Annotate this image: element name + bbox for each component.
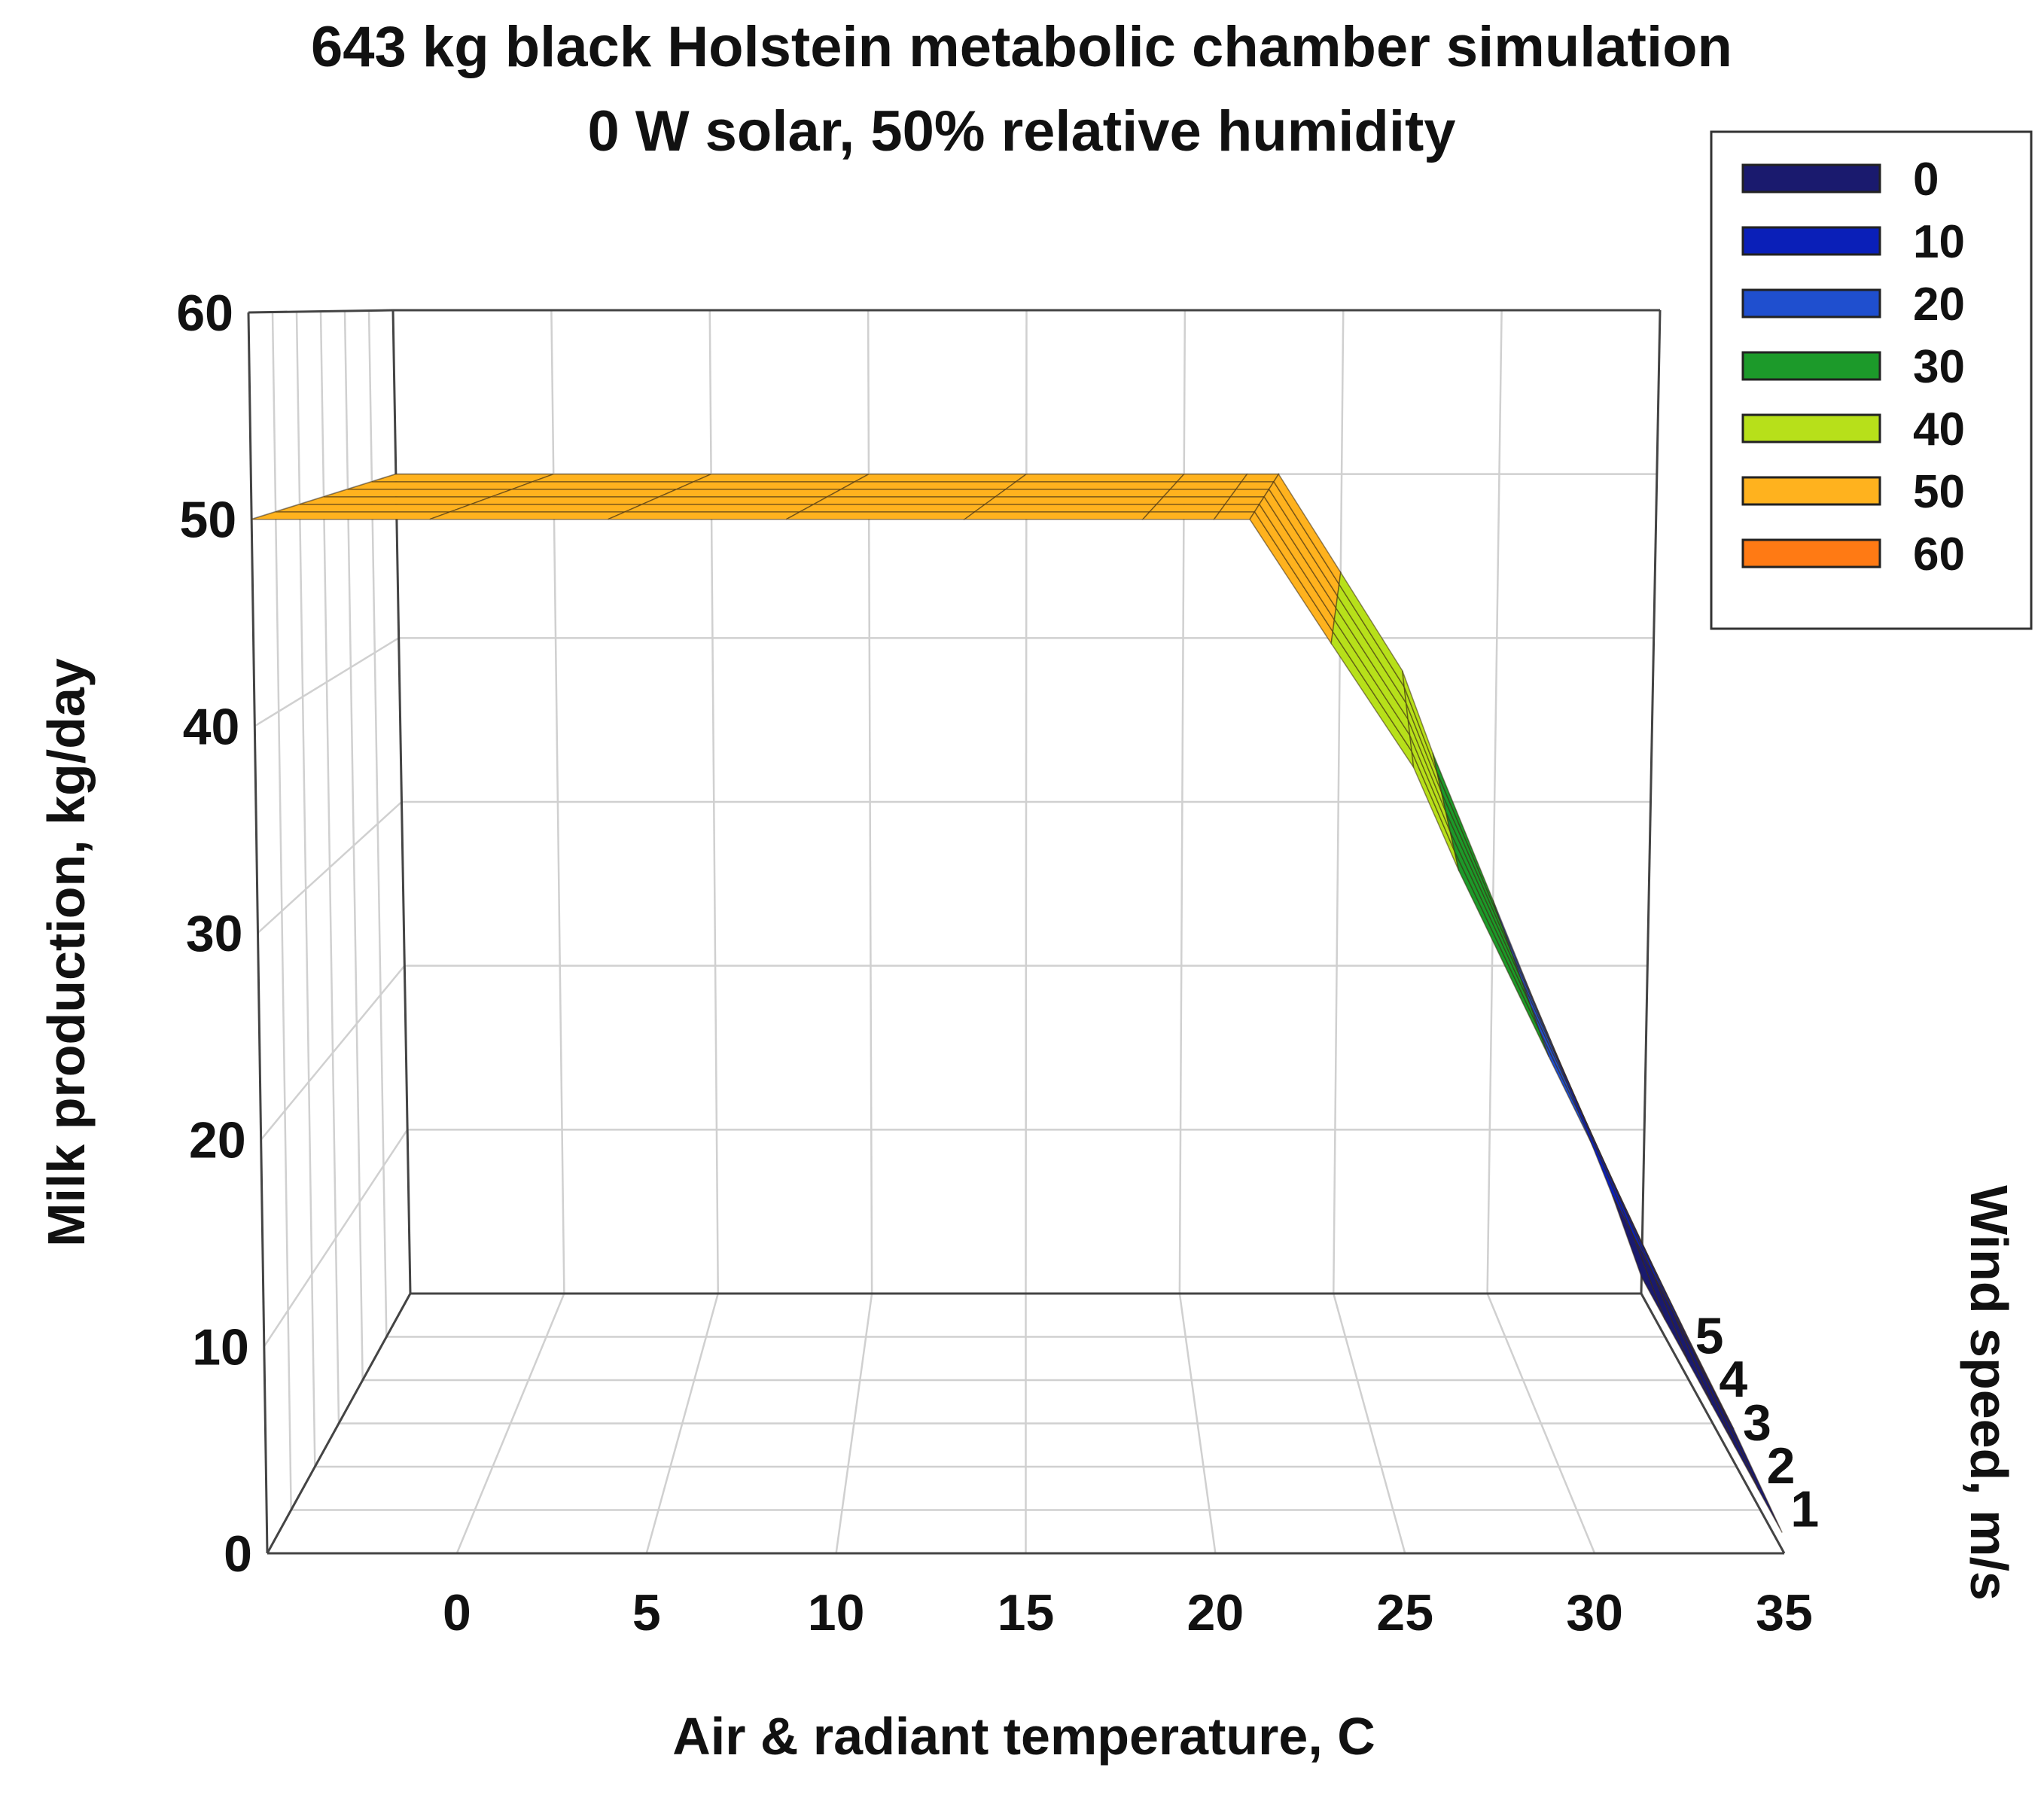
surface-patch (1014, 473, 1186, 483)
surface-patch (1631, 1233, 1689, 1363)
surface-patch (813, 495, 998, 505)
surface-patch (983, 495, 1165, 505)
surface-patch (625, 503, 815, 513)
legend-label: 10 (1913, 216, 1965, 268)
surface-patch (1223, 495, 1266, 505)
legend-swatch (1741, 226, 1881, 256)
legend-label: 50 (1913, 466, 1965, 518)
surface-patch (1155, 495, 1232, 505)
surface-patch (1235, 480, 1275, 490)
surface-patch (693, 473, 870, 483)
surface-patch (275, 503, 471, 513)
x-tick-label: 10 (808, 1584, 865, 1641)
surface-patch (450, 503, 643, 513)
surface-patch (854, 473, 1028, 483)
y-tick-label: 60 (176, 285, 233, 342)
legend-swatch (1741, 476, 1881, 506)
legend-swatch (1741, 413, 1881, 443)
surface-patch (973, 503, 1159, 513)
y-tick-label: 50 (180, 492, 237, 549)
surface-patch (1148, 503, 1226, 513)
surface-patch (347, 480, 534, 490)
z-tick-label: 5 (1695, 1308, 1724, 1365)
box-edge (266, 1293, 412, 1554)
legend-swatch (1741, 538, 1881, 568)
y-axis-ticks: 0 10 20 30 40 50 60 (176, 285, 252, 1583)
surface-patch (1552, 1047, 1634, 1235)
legend-label: 30 (1913, 341, 1965, 393)
legend-swatch (1741, 288, 1881, 318)
legend-swatch (1741, 163, 1881, 194)
box-edge (248, 309, 394, 314)
surface-patch (323, 488, 513, 498)
surface-patch (963, 510, 1151, 520)
legend-label: 40 (1913, 404, 1965, 456)
surface-plot (251, 473, 1783, 1533)
legend-label: 0 (1913, 154, 1939, 206)
x-tick-label: 25 (1376, 1584, 1433, 1641)
y-tick-label: 20 (189, 1112, 246, 1169)
surface-patch (371, 473, 554, 483)
x-axis-label: Air & radiant temperature, C (672, 1707, 1375, 1766)
x-tick-label: 0 (443, 1584, 471, 1641)
surface-patch (251, 510, 451, 520)
box-edge (247, 312, 269, 1554)
legend-swatch (1741, 351, 1881, 381)
x-tick-label: 30 (1566, 1584, 1623, 1641)
surface-patch (841, 480, 1018, 490)
legend: 0 10 20 30 40 50 60 (1710, 130, 2033, 630)
x-tick-label: 5 (632, 1584, 661, 1641)
surface-patch (1432, 752, 1503, 927)
box-edge (1640, 1293, 1786, 1554)
y-tick-label: 30 (186, 905, 243, 962)
y-tick-label: 10 (192, 1318, 249, 1376)
z-axis-label: Wind speed, m/s (1960, 1185, 2018, 1601)
x-axis-ticks: 0 5 10 15 20 25 30 35 (443, 1584, 1813, 1641)
surface-patch (1213, 510, 1256, 520)
surface-patch (659, 488, 842, 498)
surface-patch (1492, 900, 1568, 1081)
surface-patch (641, 495, 828, 505)
surface-patch (299, 495, 492, 505)
surface-patch (800, 503, 987, 513)
z-tick-label: 2 (1767, 1437, 1796, 1495)
y-tick-label: 0 (224, 1525, 252, 1583)
x-tick-label: 15 (998, 1584, 1055, 1641)
surface-patch (827, 488, 1008, 498)
surface-patch (676, 480, 856, 490)
surface-patch (1004, 480, 1179, 490)
surface-patch (1175, 473, 1248, 483)
surface-patch (1218, 503, 1261, 513)
surface-patch (1141, 510, 1221, 520)
surface-patch (1611, 1195, 1666, 1321)
box-edge (1640, 309, 1662, 1294)
x-tick-label: 35 (1756, 1584, 1813, 1641)
chart-subtitle: 0 W solar, 50% relative humidity (587, 99, 1455, 163)
x-tick-label: 20 (1187, 1584, 1244, 1641)
legend-label: 60 (1913, 529, 1965, 581)
surface-patch (471, 495, 660, 505)
y-axis-label: Milk production, kg/day (37, 658, 96, 1247)
surface-patch (994, 488, 1172, 498)
surface-patch (1229, 488, 1270, 498)
y-tick-label: 40 (183, 698, 240, 755)
chart-title: 643 kg black Holstein metabolic chamber … (311, 15, 1732, 79)
z-tick-label: 4 (1719, 1351, 1747, 1408)
surface-patch (608, 510, 801, 520)
surface-patch (1168, 480, 1243, 490)
surface-patch (512, 480, 695, 490)
surface-patch (491, 488, 678, 498)
z-tick-label: 3 (1743, 1394, 1771, 1452)
surface-patch (532, 473, 711, 483)
z-tick-label: 1 (1790, 1481, 1819, 1538)
surface-patch (1240, 473, 1280, 483)
surface-patch (786, 510, 977, 520)
surface-patch (1162, 488, 1238, 498)
surface-patch (429, 510, 626, 520)
legend-label: 20 (1913, 279, 1965, 331)
